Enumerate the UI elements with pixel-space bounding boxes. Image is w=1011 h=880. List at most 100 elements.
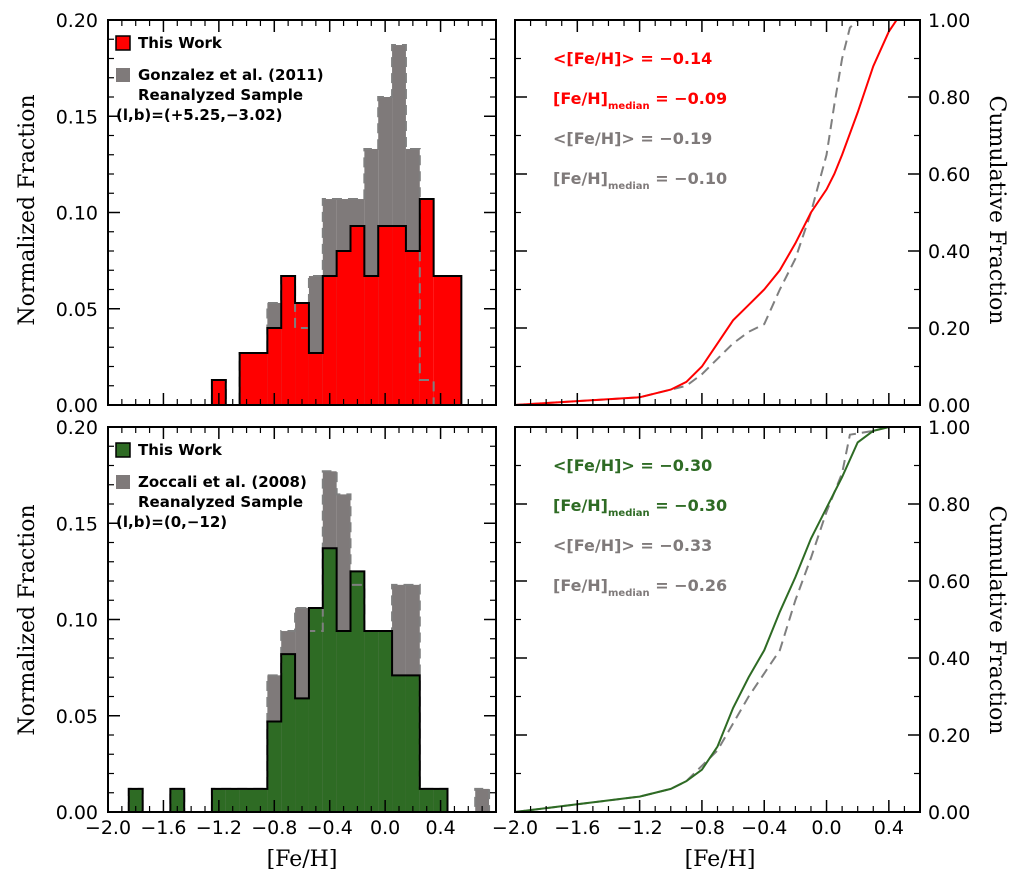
y-axis-title-right-top: Cumulative Fraction (984, 95, 1009, 324)
y-tick-label-br: 0.80 (928, 494, 970, 516)
panel-bottom-right-cumulative: −2.0 −1.6 −1.2 −0.8 −0.4 0.0 0.4 0.00 0.20 0.40 0.… (492, 417, 970, 839)
this-work-bar (128, 788, 143, 812)
x-tick-label-br: −0.4 (741, 817, 787, 839)
panel-top-right-cumulative: 0.00 0.20 0.40 0.60 0.80 1.00 <[Fe/H]> = −0.14… (514, 10, 970, 417)
legend-label-reanalyzed: Reanalyzed Sample (138, 493, 303, 511)
x-tick-label-br: 0.4 (874, 817, 904, 839)
this-work-bar (419, 788, 434, 812)
y-tick-label-tl: 0.00 (56, 395, 98, 417)
stat-median-value: = −0.26 (650, 576, 727, 595)
x-tick-label-bl: −2.0 (85, 817, 131, 839)
y-tick-label-bl: 0.00 (56, 802, 98, 824)
this-work-bar (392, 225, 406, 405)
y-tick-label-tl: 0.15 (56, 106, 98, 128)
stat-reference-mean: <[Fe/H]> = −0.33 (553, 536, 712, 555)
stat-median-label: [Fe/H] (553, 89, 608, 108)
legend-swatch-reference (116, 475, 130, 489)
this-work-bar (267, 328, 282, 405)
legend-label-reference: Zoccali et al. (2008) (138, 473, 307, 491)
legend-label-this-work: This Work (138, 441, 223, 459)
this-work-bar (350, 225, 365, 405)
this-work-bar (364, 276, 379, 405)
stat-reference-median: [Fe/H]median = −0.26 (553, 576, 727, 599)
this-work-bar (364, 631, 379, 812)
this-work-bar (295, 302, 309, 405)
reference-cumulative-line (514, 426, 920, 813)
y-tick-label-tl: 0.05 (56, 299, 98, 321)
x-tick-label-br: −1.6 (554, 817, 600, 839)
y-axis-title-left-top: Normalized Fraction (15, 94, 40, 325)
stat-median-label: [Fe/H] (553, 169, 608, 188)
x-tick-label-br: −1.2 (617, 817, 663, 839)
stat-median-value: = −0.10 (650, 169, 727, 188)
reference-cumulative-line (514, 19, 920, 406)
stat-reference-median: [Fe/H]median = −0.10 (553, 169, 727, 192)
y-axis-title-left-bottom: Normalized Fraction (15, 504, 40, 735)
legend-label-coordinates: (l,b)=(+5.25,−3.02) (116, 106, 282, 124)
this-work-bar (308, 353, 323, 405)
this-work-bar (336, 631, 351, 812)
this-work-bar (225, 788, 240, 812)
y-tick-label-br: 0.20 (928, 725, 970, 747)
this-work-bar (392, 675, 406, 812)
this-work-bar (378, 631, 393, 812)
legend-swatch-reference (116, 68, 130, 82)
stat-this-work-mean: <[Fe/H]> = −0.30 (553, 456, 712, 475)
stat-this-work-median: [Fe/H]median = −0.30 (553, 496, 727, 519)
this-work-histogram-outline (210, 198, 476, 405)
stat-median-subscript: median (608, 101, 650, 112)
legend-label-reanalyzed: Reanalyzed Sample (138, 86, 303, 104)
this-work-bar (253, 353, 268, 405)
stat-median-subscript: median (608, 588, 650, 599)
x-tick-label-br: −0.8 (679, 817, 725, 839)
stat-reference-mean: <[Fe/H]> = −0.19 (553, 129, 712, 148)
this-work-bar (308, 607, 323, 812)
stat-this-work-mean: <[Fe/H]> = −0.14 (553, 49, 712, 68)
plot-frame-br (514, 426, 921, 813)
stat-median-subscript: median (608, 508, 650, 519)
legend-swatch-this-work (115, 442, 131, 458)
this-work-bar (322, 548, 337, 812)
x-axis-title-right: [Fe/H] (685, 847, 756, 872)
y-tick-label-bl: 0.10 (56, 610, 98, 632)
y-tick-label-tl: 0.20 (56, 10, 98, 32)
x-tick-label-bl: −0.8 (251, 817, 297, 839)
legend-label-this-work: This Work (138, 34, 223, 52)
panel-bottom-left-histogram: −2.0 −1.6 −1.2 −0.8 −0.4 0.0 0.4 0.00 0.05 0.10 0.… (56, 417, 497, 839)
y-tick-label-tr: 0.60 (928, 164, 970, 186)
y-tick-label-br: 0.00 (928, 802, 970, 824)
x-tick-label-br: 0.0 (811, 817, 841, 839)
reference-bar (475, 788, 490, 812)
y-tick-label-br: 1.00 (928, 417, 970, 439)
y-tick-label-tl: 0.10 (56, 203, 98, 225)
legend-label-coordinates: (l,b)=(0,−12) (116, 513, 227, 531)
stat-median-value: = −0.09 (650, 89, 727, 108)
this-work-bar (267, 721, 282, 812)
y-tick-label-br: 0.60 (928, 571, 970, 593)
this-work-bar (322, 276, 337, 405)
stat-median-value: = −0.30 (650, 496, 727, 515)
stat-median-subscript: median (608, 181, 650, 192)
this-work-bar (447, 276, 462, 405)
y-tick-label-tr: 0.80 (928, 87, 970, 109)
legend-label-reference: Gonzalez et al. (2011) (138, 66, 324, 84)
x-tick-label-bl: 0.4 (425, 817, 455, 839)
y-tick-label-tr: 0.20 (928, 318, 970, 340)
this-work-bar (350, 571, 365, 812)
plot-frame-tr (514, 19, 921, 406)
this-work-bar (433, 276, 448, 405)
this-work-bar (211, 379, 226, 405)
this-work-bar (405, 251, 420, 405)
this-work-bar (239, 788, 254, 812)
y-tick-label-bl: 0.05 (56, 706, 98, 728)
y-tick-label-tr: 1.00 (928, 10, 970, 32)
y-axis-title-right-bottom: Cumulative Fraction (984, 505, 1009, 734)
this-work-bar (405, 675, 420, 812)
panel-top-left-histogram: 0.00 0.05 0.10 0.15 0.20 This Work Gonzalez et… (56, 10, 497, 417)
x-tick-label-bl: 0.0 (370, 817, 400, 839)
this-work-bar (239, 353, 254, 405)
this-work-histogram-outline (127, 547, 490, 812)
y-tick-label-bl: 0.20 (56, 417, 98, 439)
histogram-bars-bl (127, 470, 491, 812)
this-work-cumulative-line (514, 426, 920, 813)
